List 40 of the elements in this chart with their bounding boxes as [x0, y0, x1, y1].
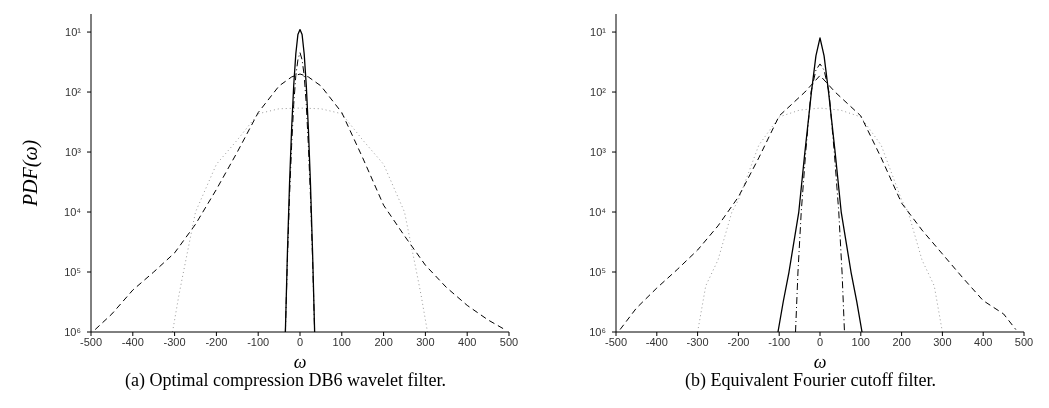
y-axis-title: PDF(ω)	[19, 139, 43, 208]
x-tick-label: 500	[499, 335, 519, 348]
x-tick-label: -500	[604, 335, 628, 348]
y-tick-label: 10⁶	[64, 326, 81, 338]
x-tick-label: -200	[727, 335, 750, 348]
x-tick-label: -300	[163, 335, 186, 348]
x-tick-label: -400	[645, 335, 668, 348]
x-tick-label: 200	[374, 335, 393, 348]
x-tick-label: -100	[768, 335, 791, 348]
y-tick-label: 10⁴	[64, 206, 82, 219]
x-tick-label: -500	[79, 335, 103, 348]
x-tick-label: 400	[458, 335, 477, 348]
x-tick-label: -100	[247, 335, 270, 348]
x-axis-title: ω	[813, 352, 827, 372]
y-tick-label: 10¹	[65, 26, 82, 39]
y-tick-label: 10³	[590, 146, 607, 159]
text: (a) Optimal compression DB6 wavelet filter.	[124, 370, 447, 391]
x-tick-label: 100	[332, 335, 351, 348]
x-tick-label: 0	[296, 335, 304, 348]
x-tick-label: -300	[686, 335, 709, 348]
line-series	[172, 107, 428, 332]
x-tick-label: -400	[121, 335, 144, 348]
y-tick-label: 10³	[65, 146, 82, 159]
x-tick-label: 200	[892, 335, 911, 348]
y-tick-label: 10⁶	[589, 326, 606, 338]
y-tick-label: 10⁵	[589, 266, 606, 279]
x-tick-label: 100	[851, 335, 870, 348]
x-axis-title: ω	[293, 352, 307, 372]
x-tick-label: 400	[974, 335, 993, 348]
x-tick-label: -200	[205, 335, 228, 348]
x-tick-label: 500	[1014, 335, 1034, 348]
y-tick-label: 10²	[590, 86, 607, 99]
y-tick-label: 10¹	[590, 26, 607, 39]
text: (b) Equivalent Fourier cutoff filter.	[683, 370, 938, 391]
x-tick-label: 300	[933, 335, 952, 348]
x-tick-label: 0	[816, 335, 824, 348]
y-tick-label: 10⁵	[64, 266, 81, 279]
x-tick-label: 300	[416, 335, 435, 348]
y-tick-label: 10⁴	[589, 206, 607, 219]
y-tick-label: 10²	[65, 86, 82, 99]
